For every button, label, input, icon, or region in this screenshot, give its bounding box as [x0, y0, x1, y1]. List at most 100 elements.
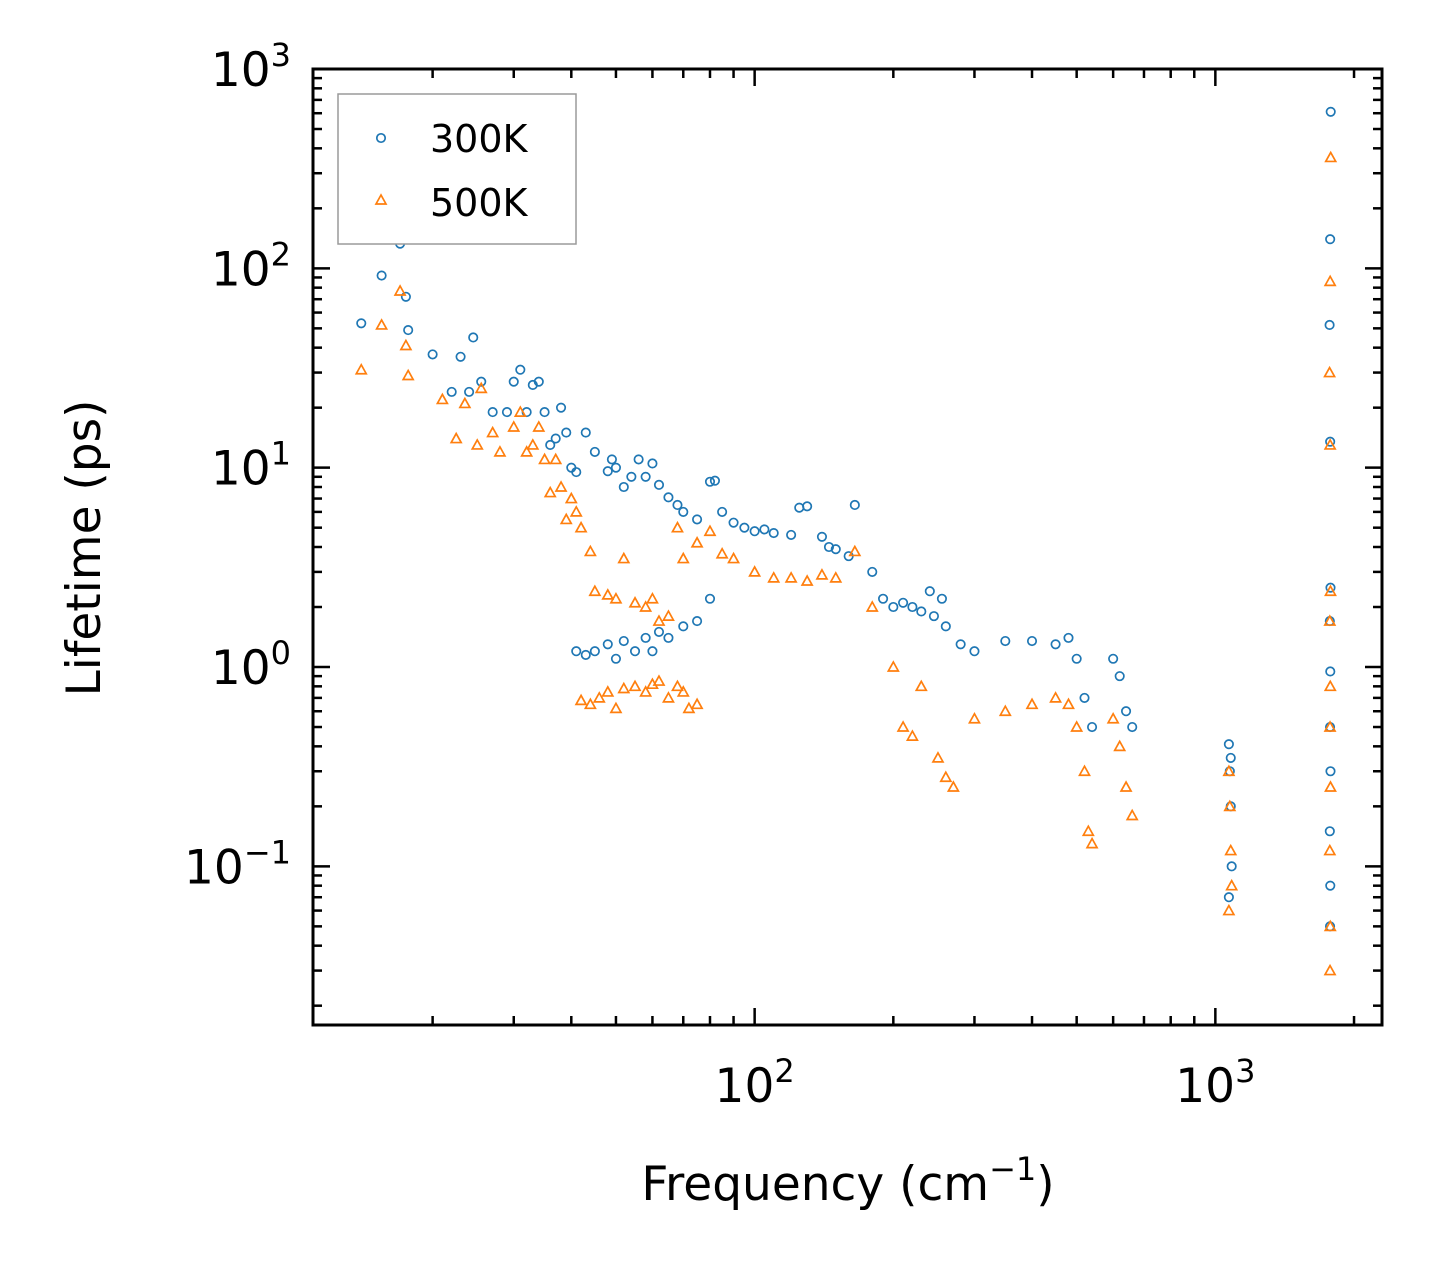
data-point-500K [1323, 679, 1337, 692]
data-point-500K [1324, 780, 1337, 792]
data-point-300K [1325, 666, 1336, 677]
data-point-500K [574, 520, 588, 533]
data-point-300K [768, 527, 779, 539]
data-point-300K [571, 646, 582, 657]
data-point-300K [1127, 721, 1138, 733]
data-point-300K [626, 471, 637, 482]
data-point-500K [676, 551, 690, 564]
x-tick-label-exponent: 2 [774, 1052, 794, 1090]
data-point-300K [867, 566, 878, 577]
y-tick-label: 101 [211, 435, 291, 497]
data-point-300K [1079, 692, 1090, 703]
x-axis-label-superscript: −1 [989, 1150, 1036, 1188]
data-point-500K [628, 596, 642, 608]
data-point-300K [704, 476, 716, 487]
data-point-300K [533, 376, 544, 387]
data-point-300K [1324, 826, 1335, 837]
legend-label-500k: 500K [430, 181, 529, 225]
data-point-300K [1324, 319, 1335, 330]
data-point-500K [583, 697, 597, 710]
data-point-300K [816, 531, 828, 542]
data-point-500K [727, 551, 741, 564]
data-point-500K [848, 544, 862, 557]
data-point-300K [878, 593, 889, 604]
data-point-500K [896, 720, 910, 732]
x-tick-label: 102 [715, 1052, 795, 1114]
data-point-500K [1085, 836, 1099, 849]
data-point-500K [435, 392, 449, 405]
data-point-500K [662, 691, 675, 703]
data-point-500K [652, 614, 666, 626]
legend-box [337, 93, 577, 245]
data-point-500K [458, 396, 472, 409]
data-point-500K [1225, 878, 1239, 891]
data-point-500K [617, 681, 631, 694]
data-point-300K [653, 626, 665, 637]
data-point-300K [1000, 635, 1011, 647]
data-point-300K [427, 349, 438, 360]
data-point-300K [1223, 892, 1234, 903]
data-point-300K [508, 376, 519, 387]
data-point-300K [446, 386, 457, 397]
data-point-500K [493, 445, 507, 457]
data-point-500K [1049, 691, 1063, 703]
data-point-500K [800, 574, 814, 586]
data-point-300K [830, 544, 841, 555]
data-point-500K [639, 600, 653, 612]
data-point-500K [520, 445, 534, 457]
plot-frame [311, 67, 1384, 1027]
data-point-500K [564, 491, 578, 504]
data-point-500K [588, 584, 602, 597]
data-point-500K [1323, 963, 1337, 976]
data-point-300K [561, 427, 572, 438]
data-point-500K [532, 420, 546, 432]
y-tick-label-exponent: −1 [244, 833, 291, 871]
data-point-300K [545, 439, 556, 451]
data-point-500K [486, 425, 500, 438]
x-tick-label-base: 10 [715, 1059, 775, 1114]
data-point-500K [526, 438, 540, 450]
data-point-300K [515, 364, 526, 375]
y-axis-label: Lifetime (ps) [57, 400, 112, 697]
data-point-500K [1070, 720, 1084, 732]
data-point-500K [671, 520, 684, 533]
data-point-500K [354, 362, 368, 375]
data-point-300K [678, 506, 689, 517]
data-point-300K [1026, 635, 1038, 647]
data-points [354, 106, 1338, 976]
data-point-500K [662, 609, 675, 621]
data-point-300K [940, 621, 951, 632]
y-tick-label-base: 10 [211, 641, 271, 696]
data-point-500K [1078, 764, 1091, 777]
data-point-500K [474, 381, 488, 394]
data-point-300K [580, 427, 591, 438]
data-point-500K [784, 571, 798, 583]
data-point-500K [507, 420, 521, 432]
data-point-300K [618, 481, 629, 493]
data-point-500K [1323, 843, 1337, 856]
y-tick-label: 103 [211, 36, 291, 98]
data-point-300K [653, 479, 665, 490]
data-point-500K [1323, 365, 1337, 378]
data-point-500K [829, 571, 843, 583]
data-point-300K [678, 621, 689, 632]
data-point-500K [671, 679, 684, 692]
data-point-300K [1325, 766, 1336, 777]
data-point-500K [609, 701, 623, 714]
data-point-300K [610, 462, 622, 473]
data-point-300K [610, 653, 622, 664]
data-point-500K [609, 592, 623, 604]
data-point-500K [1106, 712, 1120, 724]
x-tick-label-exponent: 3 [1235, 1052, 1255, 1090]
data-point-300K [464, 386, 475, 397]
data-point-300K [955, 639, 966, 650]
data-point-500K [639, 685, 653, 697]
data-point-300K [888, 601, 899, 613]
legend-marker-300k [375, 132, 387, 144]
data-point-500K [470, 438, 484, 450]
data-point-500K [554, 480, 568, 492]
data-point-500K [1323, 274, 1337, 287]
x-axis-label: Frequency (cm−1) [641, 1150, 1054, 1212]
